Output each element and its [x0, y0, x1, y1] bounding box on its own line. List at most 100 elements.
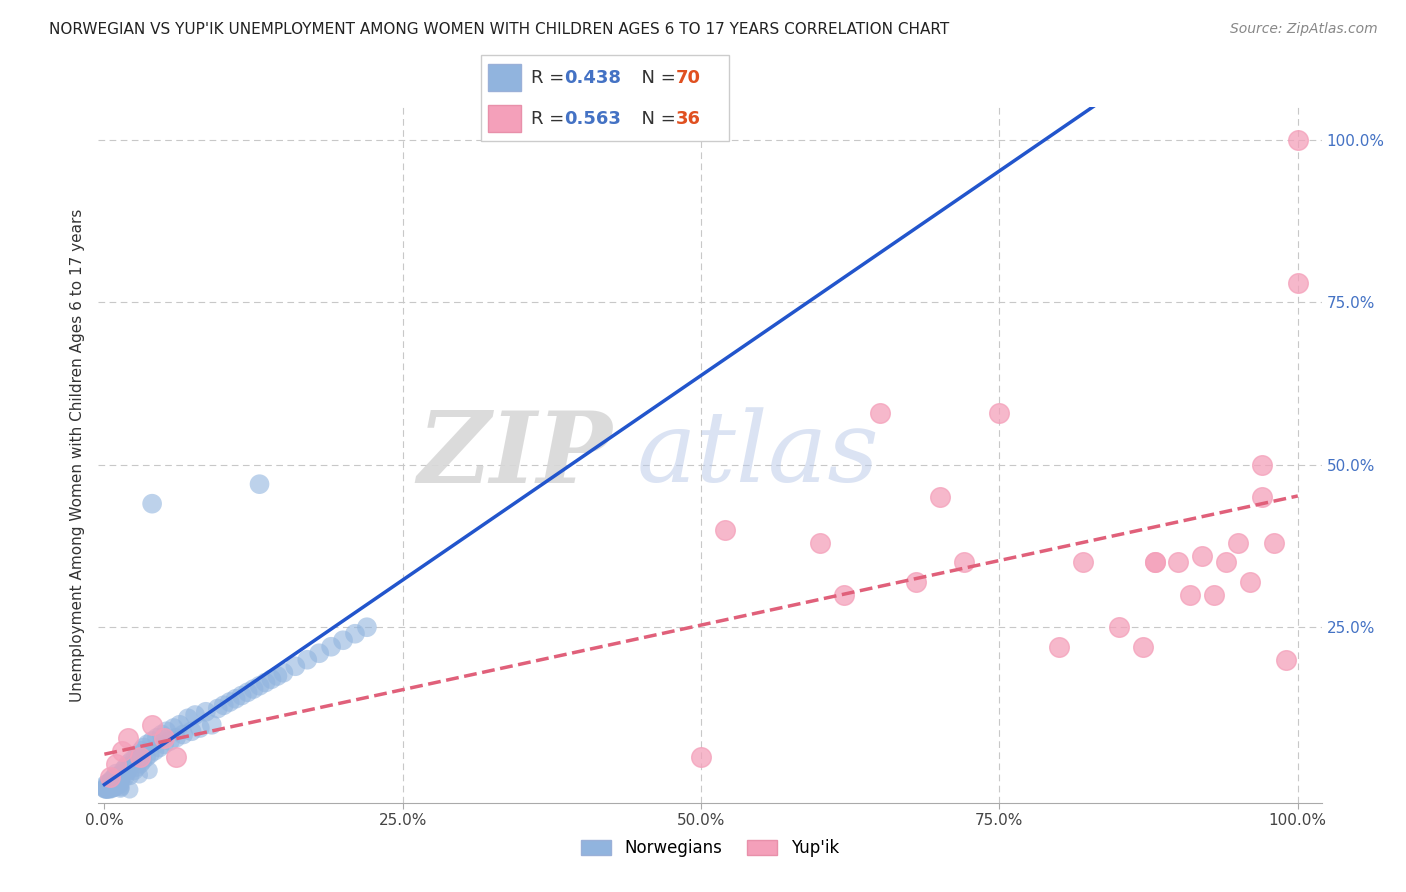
- Point: [165, 750, 187, 764]
- Point: [1132, 640, 1154, 654]
- Point: [180, 724, 202, 739]
- Point: [100, 782, 122, 797]
- Point: [1227, 535, 1250, 549]
- Point: [218, 695, 240, 709]
- Text: 70: 70: [675, 69, 700, 87]
- Point: [127, 747, 149, 761]
- Point: [1143, 555, 1166, 569]
- Point: [135, 750, 157, 764]
- Y-axis label: Unemployment Among Women with Children Ages 6 to 17 years: Unemployment Among Women with Children A…: [69, 208, 84, 702]
- Point: [165, 731, 187, 745]
- Point: [96, 780, 118, 794]
- Point: [105, 776, 128, 790]
- Point: [810, 535, 832, 549]
- Point: [110, 771, 132, 785]
- Point: [129, 756, 152, 771]
- Point: [94, 780, 117, 794]
- Text: NORWEGIAN VS YUP'IK UNEMPLOYMENT AMONG WOMEN WITH CHILDREN AGES 6 TO 17 YEARS CO: NORWEGIAN VS YUP'IK UNEMPLOYMENT AMONG W…: [49, 22, 949, 37]
- Point: [111, 744, 134, 758]
- Point: [284, 659, 307, 673]
- Point: [94, 782, 117, 797]
- Point: [356, 620, 378, 634]
- Point: [1251, 458, 1274, 472]
- Point: [114, 770, 136, 784]
- Point: [107, 778, 129, 792]
- Point: [115, 760, 138, 774]
- Point: [148, 740, 170, 755]
- Point: [103, 780, 125, 795]
- Point: [260, 672, 283, 686]
- Point: [132, 740, 155, 755]
- Point: [153, 731, 176, 745]
- Point: [159, 734, 181, 748]
- Point: [122, 764, 145, 778]
- Point: [111, 766, 134, 780]
- Point: [110, 782, 132, 797]
- Point: [103, 771, 125, 785]
- Point: [1204, 588, 1226, 602]
- Point: [952, 555, 974, 569]
- Point: [146, 731, 169, 745]
- Point: [108, 778, 131, 792]
- Point: [138, 764, 160, 778]
- Point: [100, 772, 122, 787]
- Legend: Norwegians, Yup'ik: Norwegians, Yup'ik: [575, 833, 845, 864]
- Point: [107, 777, 129, 791]
- Point: [93, 781, 115, 796]
- Point: [97, 776, 120, 790]
- Text: Source: ZipAtlas.com: Source: ZipAtlas.com: [1230, 22, 1378, 37]
- Point: [1215, 555, 1237, 569]
- Point: [332, 633, 354, 648]
- Point: [1167, 555, 1189, 569]
- Point: [101, 778, 124, 792]
- Point: [236, 685, 259, 699]
- Point: [1180, 588, 1202, 602]
- Point: [225, 691, 247, 706]
- Point: [120, 758, 142, 772]
- Point: [249, 679, 271, 693]
- Point: [184, 708, 207, 723]
- Point: [117, 731, 139, 745]
- Point: [141, 718, 163, 732]
- Point: [188, 721, 211, 735]
- Point: [266, 669, 288, 683]
- Point: [150, 727, 173, 741]
- Point: [172, 727, 194, 741]
- Point: [143, 744, 166, 758]
- Point: [297, 653, 319, 667]
- Point: [1108, 620, 1130, 634]
- Point: [194, 705, 217, 719]
- Point: [108, 768, 131, 782]
- Point: [254, 675, 277, 690]
- Point: [115, 764, 138, 779]
- Point: [177, 711, 200, 725]
- Text: atlas: atlas: [637, 408, 879, 502]
- Point: [1275, 653, 1298, 667]
- Point: [1143, 555, 1166, 569]
- Point: [155, 724, 177, 739]
- Point: [1047, 640, 1070, 654]
- Text: ZIP: ZIP: [418, 407, 612, 503]
- FancyBboxPatch shape: [488, 64, 522, 91]
- Point: [249, 477, 271, 491]
- Point: [104, 781, 127, 796]
- Text: 0.563: 0.563: [564, 110, 621, 128]
- Point: [690, 750, 713, 764]
- Point: [904, 574, 927, 589]
- Point: [1191, 549, 1213, 563]
- Point: [97, 782, 120, 797]
- Point: [104, 770, 127, 784]
- Point: [98, 779, 121, 793]
- Point: [988, 406, 1011, 420]
- Point: [231, 689, 253, 703]
- Point: [242, 681, 264, 696]
- Point: [1071, 555, 1094, 569]
- Point: [98, 778, 121, 792]
- Point: [832, 588, 855, 602]
- Point: [124, 750, 146, 764]
- Text: 36: 36: [675, 110, 700, 128]
- Point: [343, 626, 366, 640]
- Point: [869, 406, 891, 420]
- Point: [212, 698, 235, 713]
- Text: R =: R =: [531, 110, 571, 128]
